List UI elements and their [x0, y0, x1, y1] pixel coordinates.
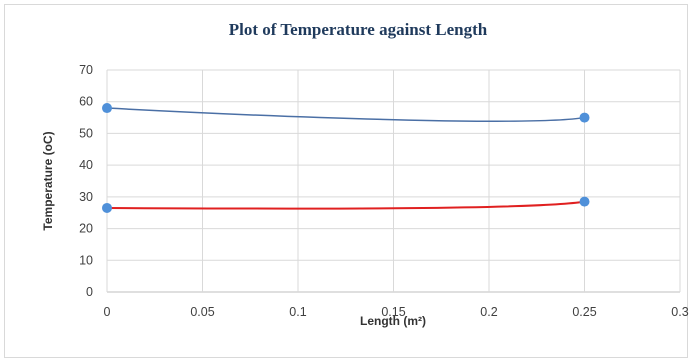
data-point	[102, 202, 112, 213]
x-tick-label: 0	[104, 305, 111, 319]
chart-frame	[4, 4, 688, 358]
x-tick-label: 0.1	[289, 305, 306, 319]
y-tick-label: 50	[79, 126, 93, 140]
x-tick-label: 0.25	[572, 305, 596, 319]
y-tick-label: 40	[79, 158, 93, 172]
y-tick-label: 20	[79, 222, 93, 236]
tick-labels: 0 10 20 30 40 50 60 70 0 0.05 0.1 0.15 0.2 0.25 0.3	[79, 63, 689, 319]
series-layer	[102, 103, 590, 213]
y-tick-label: 30	[79, 190, 93, 204]
x-tick-label: 0.3	[671, 305, 688, 319]
series-line	[106, 107, 585, 122]
series-line	[106, 200, 585, 210]
x-axis-label: Length (m²)	[360, 314, 426, 328]
y-axis-label: Temperature (oC)	[41, 131, 55, 230]
x-tick-label: 0.05	[190, 305, 214, 319]
gridlines	[106, 69, 681, 293]
y-tick-label: 0	[86, 285, 93, 299]
y-tick-label: 60	[79, 95, 93, 109]
y-tick-label: 10	[79, 253, 93, 267]
data-point	[102, 103, 112, 114]
x-tick-label: 0.2	[480, 305, 497, 319]
data-point	[579, 112, 590, 123]
x-tick-label: 0.15	[381, 305, 405, 319]
chart-title: Plot of Temperature against Length	[229, 20, 488, 39]
y-tick-label: 70	[79, 63, 93, 77]
data-point	[579, 196, 590, 207]
